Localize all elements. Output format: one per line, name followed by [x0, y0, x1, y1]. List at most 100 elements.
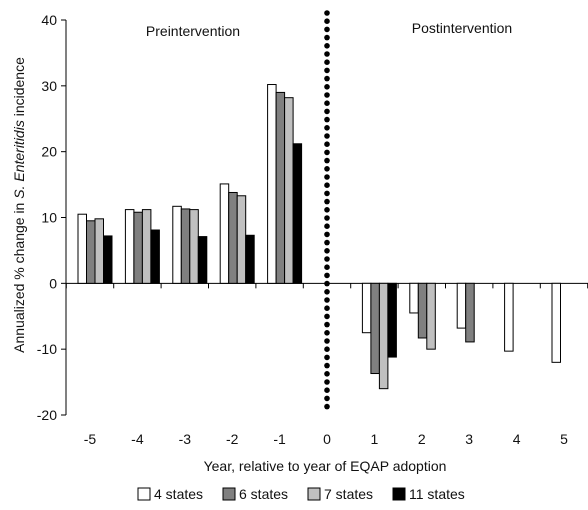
divider-dot — [324, 280, 330, 287]
divider-dot — [324, 116, 330, 123]
legend-item: 7 states — [307, 486, 373, 502]
divider-dot — [324, 215, 330, 221]
legend: 4 states 6 states 7 states 11 states — [137, 486, 465, 502]
legend-label: 11 states — [409, 486, 465, 502]
divider-dot — [324, 231, 330, 238]
bar — [172, 205, 182, 284]
divider-dot — [324, 371, 330, 377]
divider-dot — [324, 190, 330, 197]
divider-dot — [324, 297, 330, 303]
bar — [150, 229, 160, 284]
bar — [228, 191, 238, 284]
y-tick-label: -20 — [37, 407, 57, 423]
x-axis-title: Year, relative to year of EQAP adoption — [204, 458, 447, 474]
divider-dot — [324, 403, 330, 410]
bar — [245, 234, 255, 284]
bar — [94, 218, 104, 284]
bar — [361, 282, 372, 334]
divider-dot — [324, 346, 330, 353]
y-tick-label: -10 — [37, 341, 57, 357]
divider-dot — [324, 198, 330, 205]
bar — [86, 220, 96, 284]
divider-dot — [324, 395, 330, 402]
bar — [267, 84, 277, 284]
legend-item: 11 states — [392, 486, 465, 502]
divider-dot — [324, 174, 330, 180]
y-tick-label: 10 — [41, 210, 57, 226]
x-tick-label: -3 — [179, 431, 192, 447]
legend-swatch — [392, 487, 406, 501]
divider-dot — [324, 108, 330, 115]
divider-dot — [324, 387, 330, 394]
bar — [124, 209, 135, 284]
y-tick-label: 30 — [41, 78, 57, 94]
divider-dot — [324, 26, 330, 33]
divider-dot — [324, 84, 330, 90]
bar — [551, 282, 561, 363]
x-tick-label: 3 — [465, 431, 473, 447]
intervention-divider — [324, 10, 330, 410]
postintervention-label: Postintervention — [412, 20, 512, 36]
bar — [133, 211, 143, 284]
divider-dot — [324, 92, 330, 98]
y-tick-label: 20 — [41, 144, 57, 160]
divider-dot — [324, 34, 330, 41]
y-axis-title-italic: S. Enteritidis — [11, 120, 27, 199]
legend-swatch — [307, 487, 321, 501]
divider-dot — [324, 330, 330, 336]
bar — [189, 209, 199, 284]
x-tick-label: 1 — [371, 431, 379, 447]
divider-dot — [324, 239, 330, 246]
bar — [219, 183, 230, 284]
bar — [77, 213, 87, 284]
divider-dot — [324, 125, 330, 131]
divider-dot — [324, 248, 330, 254]
divider-dot — [324, 362, 330, 369]
bar — [426, 282, 436, 350]
legend-item: 6 states — [222, 486, 288, 502]
divider-dot — [324, 207, 330, 213]
divider-dot — [324, 379, 330, 385]
divider-dot — [324, 43, 330, 49]
bars-group — [77, 84, 561, 390]
x-tick-label: 0 — [323, 431, 331, 447]
divider-dot — [324, 321, 330, 328]
divider-dot — [324, 256, 330, 262]
x-tick-label: 5 — [560, 431, 568, 447]
x-tick-label: -5 — [84, 431, 97, 447]
divider-dot — [324, 166, 330, 172]
bar — [197, 236, 208, 284]
x-tick-label: 4 — [513, 431, 521, 447]
divider-dot — [324, 157, 330, 164]
bar — [370, 282, 380, 375]
preintervention-label: Preintervention — [146, 23, 240, 39]
x-tick-label: 2 — [418, 431, 426, 447]
divider-dot — [324, 354, 330, 361]
legend-label: 4 states — [154, 486, 203, 502]
divider-dot — [324, 67, 330, 74]
divider-dot — [324, 338, 330, 344]
x-tick-label: -1 — [273, 431, 286, 447]
bar — [417, 282, 428, 339]
axes-group — [61, 10, 588, 416]
divider-dot — [324, 141, 330, 147]
divider-dot — [324, 305, 330, 312]
bar — [284, 97, 294, 284]
legend-label: 7 states — [324, 486, 373, 502]
divider-dot — [324, 313, 330, 320]
legend-item: 4 states — [137, 486, 203, 502]
bar — [456, 282, 467, 329]
divider-dot — [324, 100, 330, 106]
bar — [141, 209, 152, 284]
y-tick-label: 40 — [41, 12, 57, 28]
divider-dot — [324, 272, 330, 279]
legend-label: 6 states — [239, 486, 288, 502]
divider-dot — [324, 75, 330, 82]
bar — [292, 143, 303, 284]
x-tick-label: -2 — [226, 431, 239, 447]
bar — [465, 282, 475, 343]
bar — [236, 195, 247, 284]
divider-dot — [324, 182, 330, 188]
